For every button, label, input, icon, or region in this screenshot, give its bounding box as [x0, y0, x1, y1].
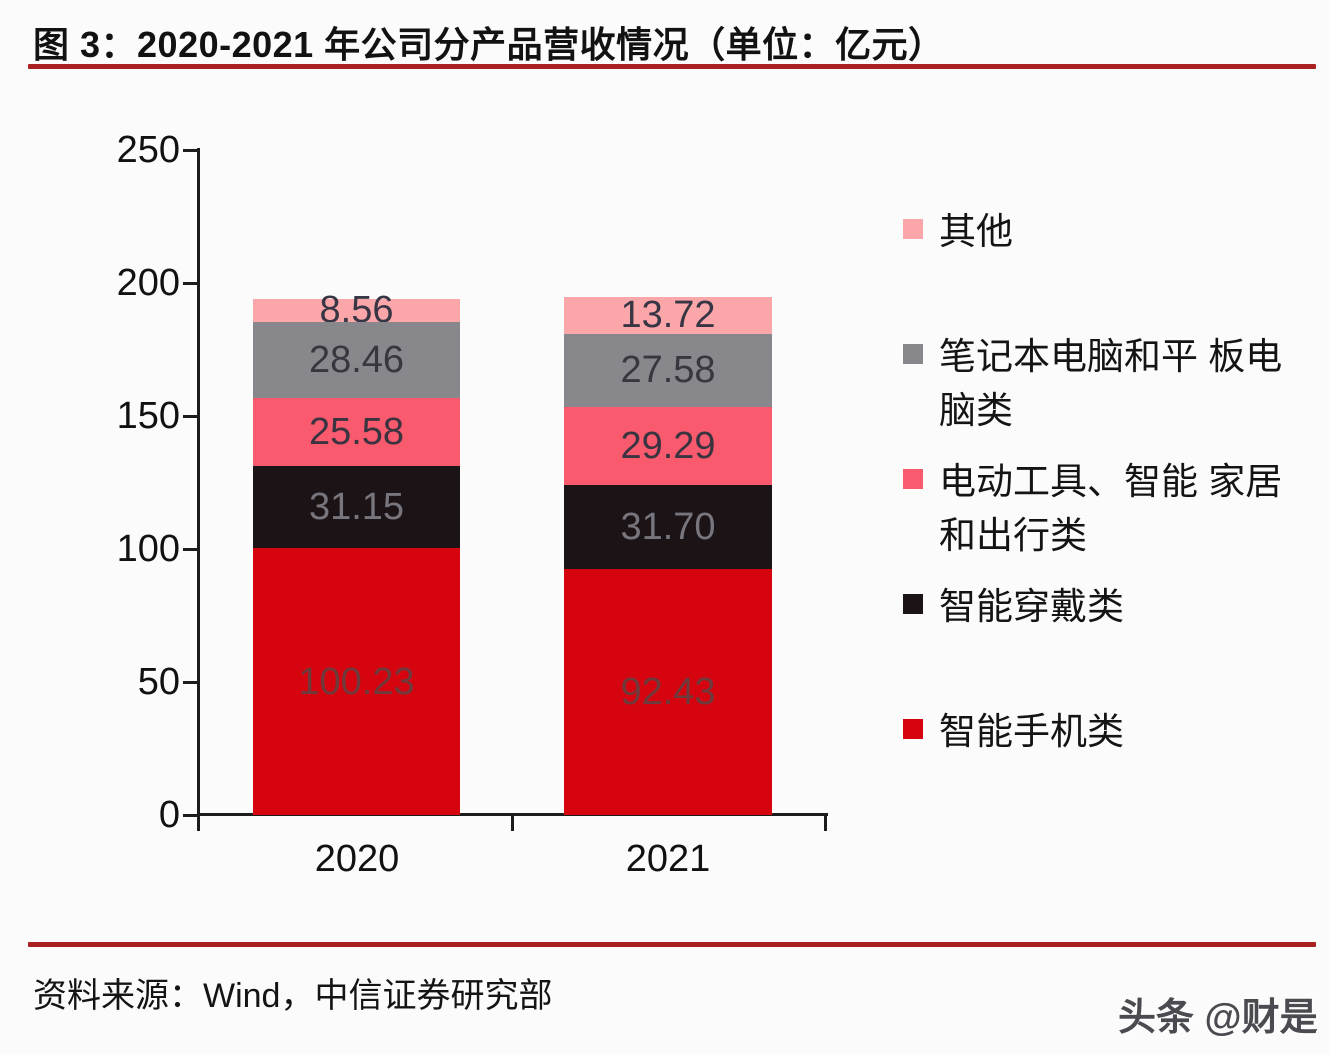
title-divider-line	[28, 64, 1316, 69]
bar-segment: 27.58	[564, 333, 772, 407]
bar-value-label: 27.58	[620, 349, 716, 392]
watermark: 头条 @财是	[1118, 997, 1318, 1039]
legend-item: 笔记本电脑和平 板电脑类	[903, 330, 1287, 438]
legend-swatch	[903, 219, 923, 239]
legend-item: 电动工具、智能 家居和出行类	[903, 455, 1287, 563]
source-note: 资料来源：Wind，中信证券研究部	[33, 977, 553, 1015]
bar-value-label: 13.72	[620, 294, 716, 337]
x-axis-label-2021: 2021	[625, 838, 711, 880]
x-axis-tick	[197, 816, 200, 831]
y-axis-tick	[183, 414, 198, 418]
bar-segment: 100.23	[253, 548, 460, 815]
bar-segment: 92.43	[564, 569, 772, 815]
y-axis-tick-label: 200	[116, 262, 180, 304]
legend-swatch	[903, 594, 923, 614]
y-axis-tick	[183, 148, 198, 152]
legend-label: 笔记本电脑和平 板电脑类	[939, 336, 1283, 431]
legend-label: 电动工具、智能 家居和出行类	[939, 461, 1283, 556]
legend-item: 智能穿戴类	[903, 580, 1287, 634]
legend-item: 智能手机类	[903, 705, 1287, 759]
bar-segment: 8.56	[253, 291, 460, 329]
bar-segment: 29.29	[564, 406, 772, 485]
bar-value-label: 31.15	[308, 485, 405, 528]
legend-label: 智能穿戴类	[939, 586, 1124, 627]
bar-segment: 25.58	[253, 397, 460, 466]
legend-swatch	[903, 344, 923, 364]
figure-title: 图 3：2020-2021 年公司分产品营收情况（单位：亿元）	[33, 24, 945, 65]
legend-swatch	[903, 719, 923, 739]
bar-2020: 100.23 31.15 25.58 28.46 8.56	[253, 291, 460, 815]
y-axis-tick-label: 0	[158, 794, 180, 836]
y-axis-tick	[183, 547, 198, 551]
x-axis-tick	[511, 816, 514, 831]
bar-segment: 28.46	[253, 321, 460, 398]
legend-label: 智能手机类	[939, 711, 1124, 752]
y-axis-tick	[183, 281, 198, 285]
x-axis-tick	[824, 816, 827, 831]
legend-label: 其他	[939, 211, 1013, 252]
bar-segment: 13.72	[564, 294, 772, 337]
bar-value-label: 92.43	[620, 671, 716, 714]
bar-value-label: 100.23	[298, 660, 415, 703]
legend-swatch	[903, 469, 923, 489]
y-axis-tick	[183, 813, 198, 817]
bar-segment: 31.70	[564, 484, 772, 570]
legend-item: 其他	[903, 205, 1287, 259]
x-axis-line	[197, 813, 828, 816]
bar-value-label: 29.29	[620, 424, 716, 467]
footer-divider-line	[28, 942, 1316, 947]
bar-value-label: 25.58	[308, 410, 405, 453]
y-axis-tick	[183, 680, 198, 684]
y-axis-tick-label: 150	[116, 395, 180, 437]
bar-value-label: 28.46	[308, 338, 405, 381]
y-axis-line	[197, 148, 200, 816]
bar-segment: 31.15	[253, 465, 460, 549]
y-axis-tick-label: 100	[116, 528, 180, 570]
bar-2021: 92.43 31.70 29.29 27.58 13.72	[564, 294, 772, 815]
bar-value-label: 31.70	[620, 505, 716, 548]
y-axis-tick-label: 50	[137, 661, 180, 703]
y-axis-tick-label: 250	[116, 129, 180, 171]
x-axis-label-2020: 2020	[314, 838, 400, 880]
